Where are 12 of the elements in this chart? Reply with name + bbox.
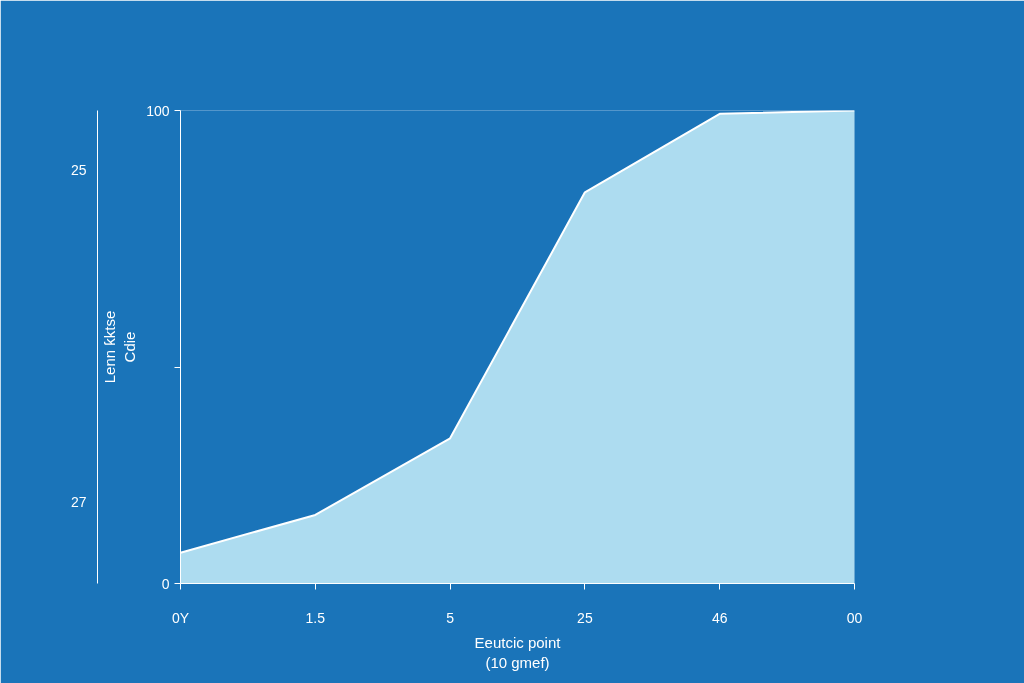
x-tick-label: 25: [577, 609, 593, 626]
y-tick-label: 0: [161, 575, 170, 592]
text: 27: [70, 493, 87, 510]
text: 25: [70, 162, 87, 179]
x-axis-title: Eeutcic point (10 gmef): [474, 633, 562, 671]
x-tick-label: 0Y: [171, 609, 190, 626]
x-tick-label: 1.5: [305, 609, 326, 626]
y-tick-label: 100: [146, 102, 170, 119]
x-tick-label: 00: [846, 609, 863, 626]
x-tick-label: 46: [711, 609, 728, 626]
x-tick-label: 5: [446, 609, 455, 626]
y-axis-title: Lenn ƙktse Cdie: [100, 310, 139, 384]
